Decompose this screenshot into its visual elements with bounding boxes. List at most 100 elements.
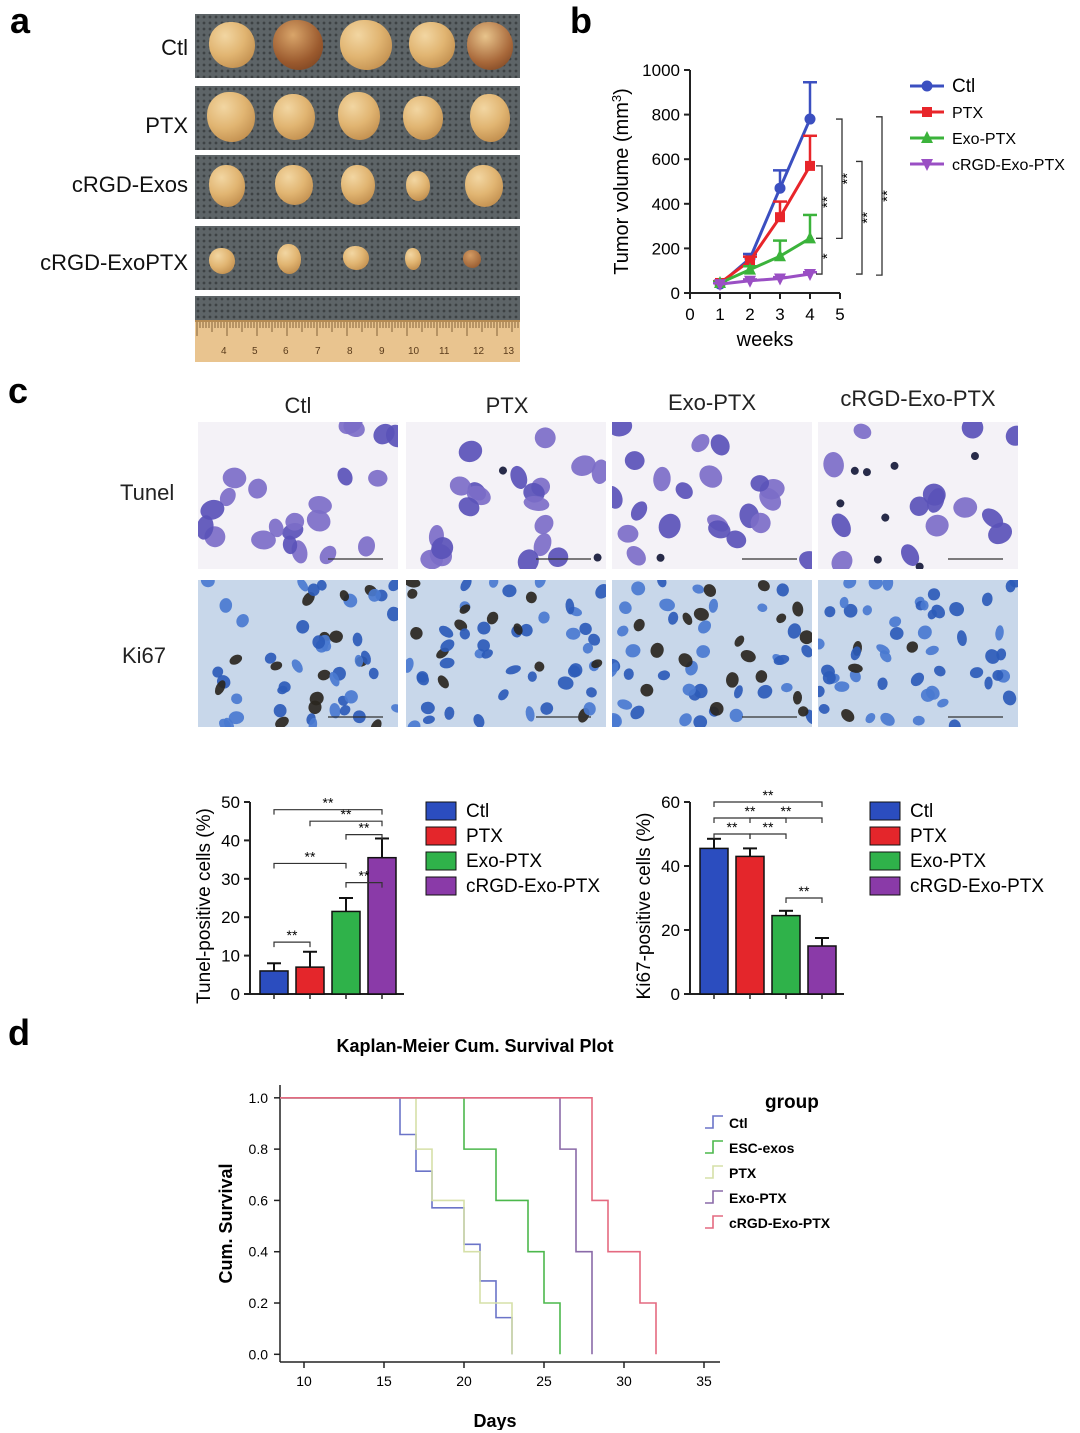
cell-nucleus <box>275 716 289 727</box>
cell-nucleus <box>949 602 965 617</box>
cell-nucleus <box>957 630 967 647</box>
cell-nucleus <box>308 717 318 727</box>
cell-nucleus <box>985 649 1000 664</box>
cell-nucleus <box>696 645 711 658</box>
cell-nucleus <box>571 455 596 477</box>
tumor-image <box>467 22 513 70</box>
cell-nucleus <box>750 475 770 492</box>
cell-nucleus <box>961 422 984 439</box>
y-tick-label: 800 <box>652 106 680 125</box>
cell-nucleus <box>734 635 745 647</box>
cell-nucleus <box>583 702 596 716</box>
significance-bracket <box>836 118 843 240</box>
legend-swatch <box>425 826 457 846</box>
cell-nucleus <box>781 682 793 693</box>
tumor-image <box>406 171 430 201</box>
legend-title: group <box>765 1092 819 1113</box>
tumor-image <box>209 165 245 207</box>
tumor-image <box>273 94 315 140</box>
bar <box>771 914 801 995</box>
data-point <box>774 273 786 286</box>
significance-label: ** <box>763 819 774 835</box>
tumor-row-label: Ctl <box>161 35 188 60</box>
cell-nucleus <box>1005 580 1016 593</box>
cell-nucleus <box>200 580 215 588</box>
cell-nucleus <box>477 621 491 635</box>
tunel-bar-chart: 0 10 20 30 40 50 Tunel-positive cells (%) Ctl PT… <box>194 793 600 1004</box>
cell-nucleus <box>873 555 882 564</box>
cell-nucleus <box>505 665 521 675</box>
cell-nucleus <box>308 496 332 514</box>
y-tick-label: 20 <box>661 921 680 940</box>
cell-nucleus <box>848 663 863 673</box>
ruler: 4 5 6 7 8 9 10 11 12 13 <box>195 320 520 362</box>
cell-nucleus <box>822 671 836 685</box>
y-tick-label: 0.6 <box>249 1192 269 1208</box>
significance-label: ** <box>819 196 836 208</box>
tumor-image <box>341 165 375 205</box>
cell-nucleus <box>693 607 709 621</box>
cell-nucleus <box>682 683 696 696</box>
cell-nucleus <box>312 635 326 649</box>
ruler-ticks <box>196 322 519 336</box>
cell-nucleus <box>818 704 830 714</box>
cell-nucleus <box>912 715 925 726</box>
data-point <box>804 113 816 125</box>
significance-bracket <box>856 160 863 275</box>
cell-nucleus <box>498 689 509 701</box>
cell-nucleus <box>444 706 455 720</box>
cell-nucleus <box>270 661 283 671</box>
cell-nucleus <box>619 601 632 614</box>
cell-nucleus <box>373 423 395 445</box>
series-line <box>719 165 812 285</box>
cell-nucleus <box>449 476 471 496</box>
cell-nucleus <box>906 641 919 653</box>
significance-label: ** <box>341 806 352 822</box>
cell-nucleus <box>988 522 1013 545</box>
cell-nucleus <box>862 468 871 477</box>
ruler-label: 11 <box>439 346 450 357</box>
ki67-bar-chart: 0 20 40 60 Ki67-positive cells (%) Ctl PTX Exo-… <box>634 787 1044 1004</box>
cell-nucleus <box>517 549 539 569</box>
y-tick-label: 1.0 <box>249 1090 269 1106</box>
tumor-photo-strip <box>195 296 520 320</box>
tumor-volume-chart: 0 200 400 600 800 1000 0 1 2 3 4 5 weeks Tumor volume… <box>609 61 1066 351</box>
cell-nucleus <box>839 596 849 609</box>
significance-label: ** <box>305 848 316 864</box>
cell-nucleus <box>631 581 646 596</box>
cell-nucleus <box>931 604 946 619</box>
cell-nucleus <box>693 715 708 727</box>
cell-nucleus <box>658 513 681 539</box>
cell-nucleus <box>354 654 364 667</box>
significance-bracket <box>273 941 311 948</box>
cell-nucleus <box>633 618 645 632</box>
legend-label: Exo-PTX <box>466 851 542 872</box>
cell-nucleus <box>567 665 581 678</box>
tumor-row-label: PTX <box>145 113 188 138</box>
cell-nucleus <box>682 612 693 625</box>
cell-nucleus <box>679 713 692 727</box>
ki67-micrograph <box>612 580 812 727</box>
cell-nucleus <box>527 671 537 682</box>
bar <box>735 855 765 995</box>
significance-bracket <box>345 834 383 840</box>
cell-nucleus <box>477 639 490 652</box>
cell-nucleus <box>486 611 499 625</box>
cell-nucleus <box>889 616 902 628</box>
cell-nucleus <box>420 701 435 715</box>
column-header: Exo-PTX <box>667 390 757 415</box>
cell-nucleus <box>439 625 454 638</box>
cell-nucleus <box>264 652 277 664</box>
tumor-image <box>343 246 369 270</box>
cell-nucleus <box>934 665 946 677</box>
cell-nucleus <box>219 598 233 613</box>
x-tick-label: 20 <box>456 1373 472 1389</box>
cell-nucleus <box>617 524 639 543</box>
cell-nucleus <box>824 606 836 618</box>
cell-nucleus <box>368 469 388 487</box>
data-point <box>745 255 755 266</box>
cell-nucleus <box>659 598 675 612</box>
ruler-label: 7 <box>315 346 321 357</box>
significance-bracket <box>876 116 883 276</box>
cell-nucleus <box>612 714 621 727</box>
